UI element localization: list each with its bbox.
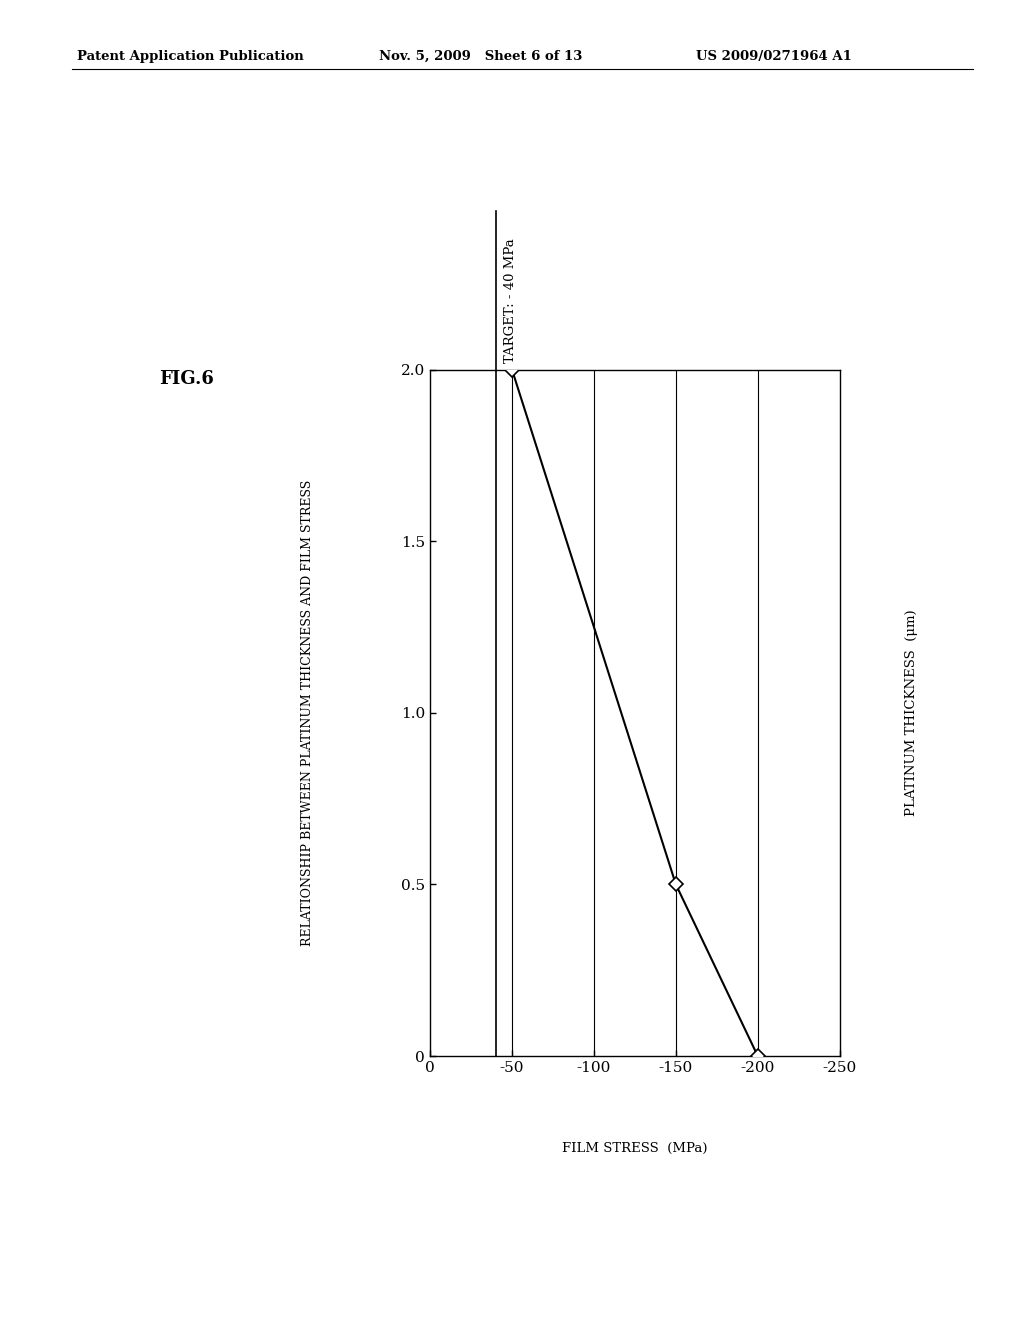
Text: FILM STRESS  (MPa): FILM STRESS (MPa) <box>562 1142 708 1155</box>
Text: US 2009/0271964 A1: US 2009/0271964 A1 <box>696 50 852 63</box>
Text: TARGET: - 40 MPa: TARGET: - 40 MPa <box>504 238 517 363</box>
Text: Patent Application Publication: Patent Application Publication <box>77 50 303 63</box>
Text: RELATIONSHIP BETWEEN PLATINUM THICKNESS AND FILM STRESS: RELATIONSHIP BETWEEN PLATINUM THICKNESS … <box>301 479 313 946</box>
Text: Nov. 5, 2009   Sheet 6 of 13: Nov. 5, 2009 Sheet 6 of 13 <box>379 50 583 63</box>
Text: PLATINUM THICKNESS  (μm): PLATINUM THICKNESS (μm) <box>905 610 918 816</box>
Text: FIG.6: FIG.6 <box>159 370 214 388</box>
